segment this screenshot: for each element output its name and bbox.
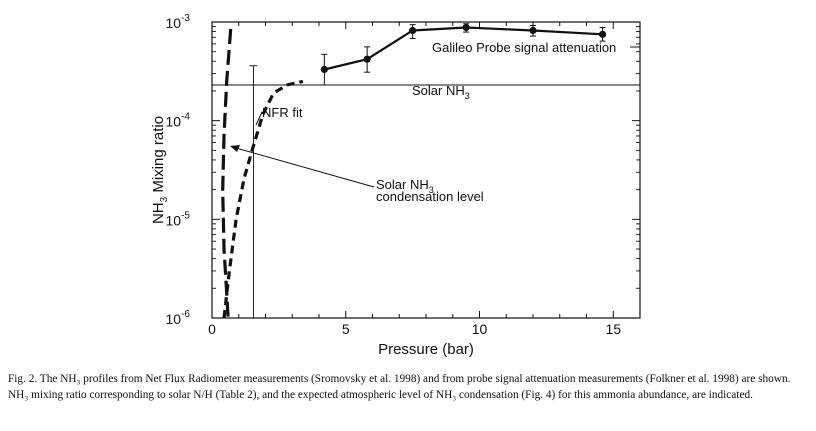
figure-caption: Fig. 2. The NH₃ profiles from Net Flux R… xyxy=(8,373,791,401)
condensation-level-label-line2: condensation level xyxy=(376,189,484,204)
data-point xyxy=(462,23,470,32)
condensation-arrow-line xyxy=(235,147,375,188)
x-tick-label: 0 xyxy=(208,321,216,337)
y-tick-label: 10-5 xyxy=(166,210,191,228)
series-nfr-fit-line xyxy=(222,79,304,319)
condensation-arrow-head xyxy=(230,145,240,152)
x-tick-label: 15 xyxy=(605,321,621,337)
nfr-fit-leader xyxy=(255,111,263,126)
y-axis-ticks: 10-6 10-5 10-4 10-3 xyxy=(166,13,640,327)
galileo-probe-markers xyxy=(320,23,607,86)
plot-frame xyxy=(211,21,641,319)
nfr-fit-label: NFR fit xyxy=(262,105,303,120)
x-tick-label: 10 xyxy=(472,321,488,337)
data-point xyxy=(363,55,371,63)
data-point xyxy=(598,30,607,38)
x-axis-ticks: 0 5 10 15 xyxy=(208,22,641,337)
series-galileo-probe-line xyxy=(324,26,603,71)
chart: 0 5 10 15 10-6 10-5 10-4 10-3 Galileo Probe si… xyxy=(150,13,641,358)
data-point xyxy=(320,65,328,74)
condensation-level-label: Solar NH3 xyxy=(376,177,434,195)
data-point xyxy=(529,26,537,35)
x-axis-label: Pressure (bar) xyxy=(378,341,474,358)
solar-nh3-label: Solar NH3 xyxy=(412,83,470,101)
series-long-dashed-line xyxy=(221,28,233,319)
galileo-probe-label: Galileo Probe signal attenuation xyxy=(432,40,616,55)
y-axis-label: NH3 Mixing ratio xyxy=(150,116,170,224)
data-point xyxy=(409,26,417,35)
y-tick-label: 10-3 xyxy=(166,13,191,31)
y-tick-label: 10-4 xyxy=(166,112,191,130)
y-tick-label: 10-6 xyxy=(166,309,191,327)
x-tick-label: 5 xyxy=(342,321,350,337)
